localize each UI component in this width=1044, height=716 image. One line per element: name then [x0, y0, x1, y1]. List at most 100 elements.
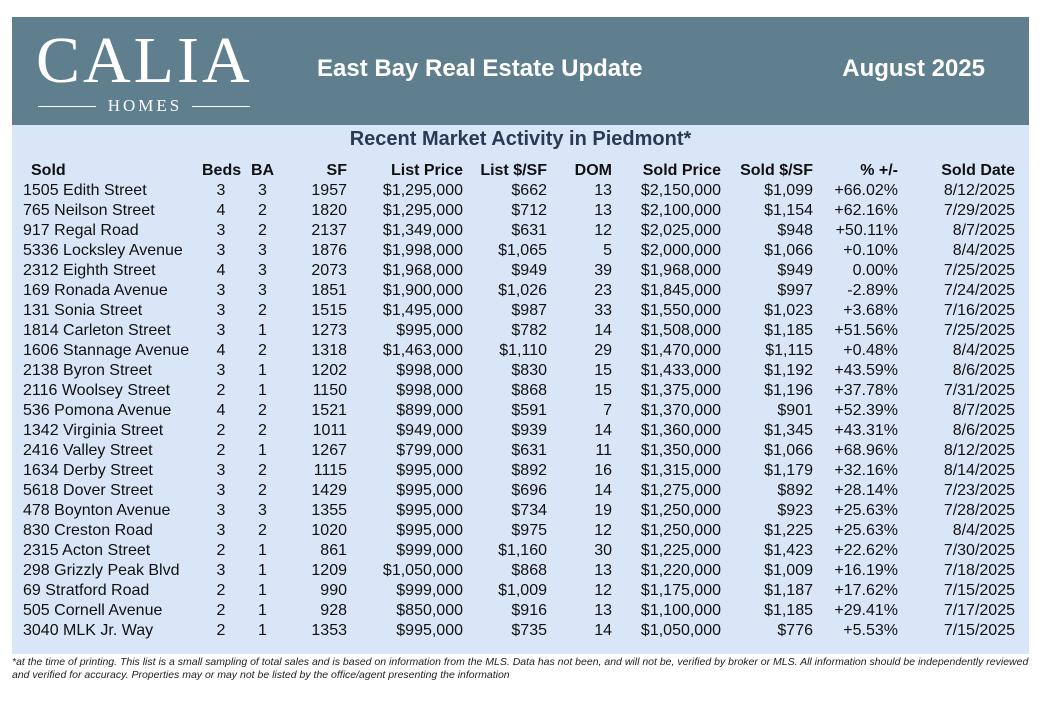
cell-list-price: $995,000 — [396, 502, 463, 519]
cell-list-per-sf: $987 — [511, 302, 547, 319]
cell-sold-date: 8/12/2025 — [943, 442, 1015, 459]
cell-list-per-sf: $892 — [511, 462, 547, 479]
cell-list-per-sf: $734 — [511, 502, 547, 519]
table-row: 2116 Woolsey Street 2 1 1150 $998,000 $868 15 $… — [12, 381, 1029, 401]
cell-sqft: 1115 — [313, 462, 347, 479]
cell-beds: 3 — [216, 482, 226, 499]
cell-sqft: 1957 — [311, 182, 347, 199]
cell-list-per-sf: $916 — [511, 602, 547, 619]
cell-list-price: $1,900,000 — [382, 282, 463, 299]
cell-list-price: $998,000 — [396, 382, 463, 399]
cell-sqft: 1318 — [311, 342, 347, 359]
cell-baths: 3 — [258, 262, 267, 279]
cell-address: 2312 Eighth Street — [23, 262, 156, 279]
cell-beds: 3 — [216, 362, 226, 379]
cell-dom: 14 — [594, 482, 612, 499]
cell-sold-per-sf: $1,225 — [764, 522, 813, 539]
cell-beds: 3 — [216, 282, 226, 299]
table-row: 69 Stratford Road 2 1 990 $999,000 $1,009 12 $1… — [12, 581, 1029, 601]
cell-sold-date: 8/12/2025 — [943, 182, 1015, 199]
table-title: Recent Market Activity in Piedmont* — [349, 128, 692, 150]
cell-address: 5618 Dover Street — [23, 482, 153, 499]
cell-list-per-sf: $1,160 — [498, 542, 547, 559]
cell-list-per-sf: $591 — [511, 402, 547, 419]
cell-sold-price: $1,370,000 — [640, 402, 721, 419]
cell-sold-price: $2,100,000 — [640, 202, 721, 219]
col-header-sold: Sold — [31, 162, 66, 179]
cell-address: 5336 Locksley Avenue — [23, 242, 183, 259]
cell-sold-date: 8/14/2025 — [943, 462, 1015, 479]
cell-sqft: 1515 — [311, 302, 347, 319]
cell-pct-change: +43.59% — [834, 362, 898, 379]
col-header-ba: BA — [250, 162, 275, 179]
cell-address: 2138 Byron Street — [23, 362, 152, 379]
cell-baths: 1 — [258, 602, 267, 619]
cell-sold-price: $1,550,000 — [640, 302, 721, 319]
cell-sold-date: 7/15/2025 — [943, 582, 1015, 599]
cell-address: 765 Neilson Street — [23, 202, 155, 219]
cell-dom: 5 — [603, 242, 612, 259]
cell-sold-per-sf: $1,154 — [764, 202, 813, 219]
cell-dom: 14 — [594, 622, 612, 639]
cell-dom: 30 — [594, 542, 612, 559]
cell-dom: 15 — [594, 382, 612, 399]
table-row: 1606 Stannage Avenue 4 2 1318 $1,463,000 $1,1… — [12, 341, 1029, 361]
col-header-sold-per-sf: Sold $/SF — [740, 162, 813, 179]
logo-subtext: HOMES — [107, 96, 183, 115]
cell-pct-change: +50.11% — [835, 222, 898, 239]
cell-sqft: 928 — [320, 602, 347, 619]
cell-dom: 39 — [594, 262, 612, 279]
cell-dom: 29 — [594, 342, 612, 359]
cell-sqft: 1353 — [311, 622, 347, 639]
cell-dom: 14 — [594, 422, 612, 439]
cell-dom: 13 — [594, 602, 612, 619]
cell-sold-price: $1,220,000 — [640, 562, 721, 579]
cell-pct-change: +68.96% — [834, 442, 898, 459]
cell-list-price: $1,349,000 — [382, 222, 463, 239]
cell-list-per-sf: $949 — [511, 262, 547, 279]
cell-address: 917 Regal Road — [23, 222, 139, 239]
cell-list-per-sf: $1,065 — [498, 242, 547, 259]
cell-sqft: 861 — [320, 542, 347, 559]
cell-sold-per-sf: $1,423 — [764, 542, 813, 559]
cell-list-per-sf: $830 — [511, 362, 547, 379]
cell-beds: 3 — [216, 242, 226, 259]
cell-sold-price: $1,275,000 — [640, 482, 721, 499]
cell-sold-date: 7/25/2025 — [943, 262, 1015, 279]
cell-list-price: $998,000 — [396, 362, 463, 379]
cell-address: 536 Pomona Avenue — [23, 402, 172, 419]
cell-sold-price: $1,845,000 — [640, 282, 721, 299]
table-row: 2312 Eighth Street 4 3 2073 $1,968,000 $949 39… — [12, 261, 1029, 281]
cell-sqft: 1202 — [311, 362, 347, 379]
cell-baths: 1 — [258, 542, 267, 559]
cell-sold-price: $1,375,000 — [640, 382, 721, 399]
col-header-list-per-sf: List $/SF — [480, 162, 547, 179]
table-row: 5618 Dover Street 3 2 1429 $995,000 $696 14 $1,… — [12, 481, 1029, 501]
cell-sqft: 1429 — [311, 482, 347, 499]
cell-dom: 12 — [594, 522, 612, 539]
cell-pct-change: 0.00% — [852, 262, 898, 279]
cell-sold-price: $1,968,000 — [640, 262, 721, 279]
cell-pct-change: -2.89% — [847, 282, 898, 299]
cell-address: 3040 MLK Jr. Way — [23, 622, 154, 639]
table-row: 1634 Derby Street 3 2 1115 $995,000 $892 16 $1,… — [12, 461, 1029, 481]
cell-beds: 3 — [216, 222, 226, 239]
cell-pct-change: +22.62% — [834, 542, 898, 559]
cell-baths: 2 — [258, 402, 267, 419]
cell-list-price: $850,000 — [396, 602, 463, 619]
cell-sold-price: $1,350,000 — [640, 442, 721, 459]
cell-address: 2315 Acton Street — [23, 542, 151, 559]
market-activity-panel: Recent Market Activity in Piedmont* Sold… — [12, 125, 1029, 654]
cell-dom: 14 — [594, 322, 612, 339]
cell-baths: 3 — [258, 182, 267, 199]
cell-sold-price: $1,250,000 — [640, 522, 721, 539]
cell-dom: 7 — [603, 402, 612, 419]
cell-sold-date: 7/16/2025 — [943, 302, 1015, 319]
table-row: 830 Creston Road 3 2 1020 $995,000 $975 12 $1,2… — [12, 521, 1029, 541]
cell-baths: 2 — [258, 202, 267, 219]
cell-beds: 2 — [216, 442, 226, 459]
cell-sold-date: 7/15/2025 — [943, 622, 1015, 639]
cell-dom: 11 — [595, 442, 612, 459]
cell-sold-price: $1,225,000 — [640, 542, 721, 559]
cell-list-price: $1,295,000 — [382, 202, 463, 219]
